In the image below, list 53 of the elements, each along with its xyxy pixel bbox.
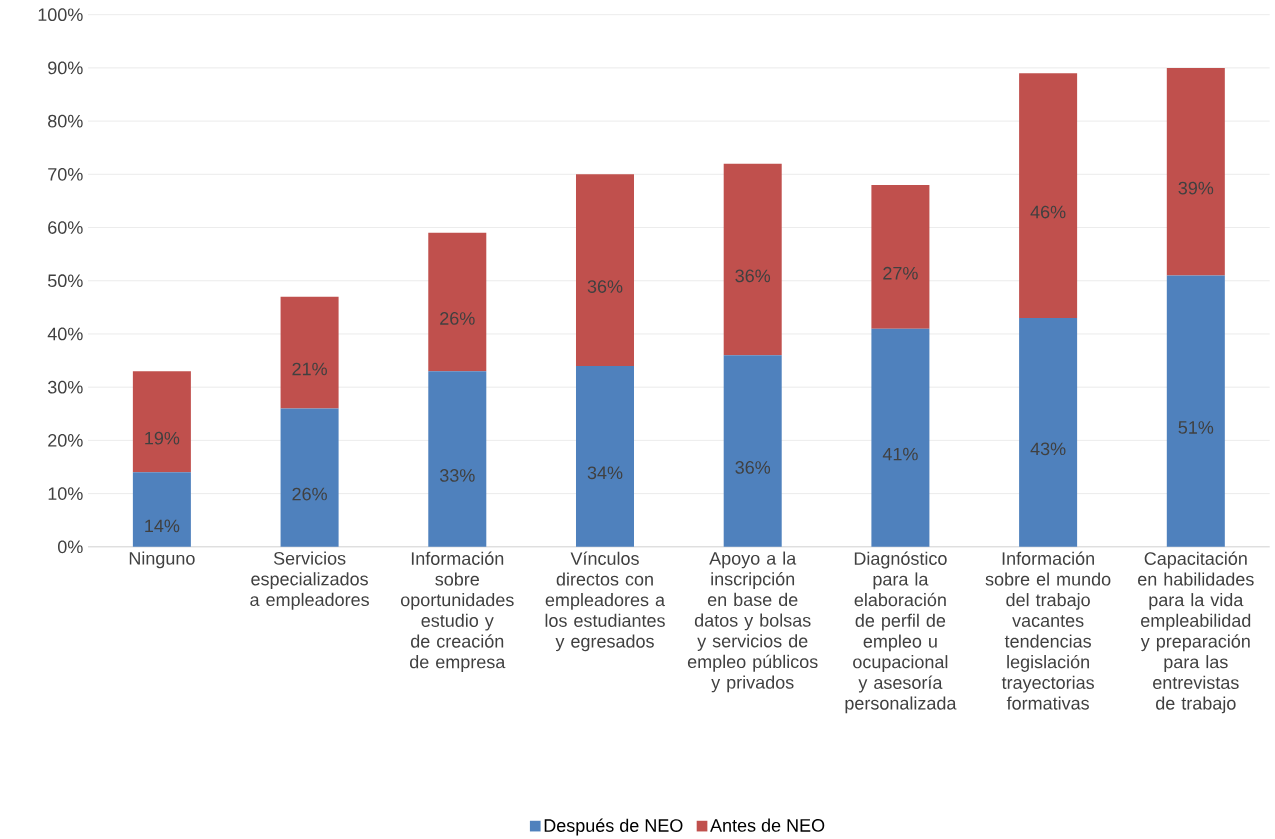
- bar: [575, 174, 634, 366]
- bar: [1019, 73, 1078, 318]
- y-tick-label: 40%: [47, 327, 83, 341]
- data-label: 33%: [439, 469, 475, 482]
- bar: [723, 163, 782, 356]
- data-label: 27%: [883, 266, 918, 280]
- bar: [1166, 67, 1225, 276]
- y-tick-label: 60%: [48, 221, 83, 234]
- data-label: 21%: [292, 362, 327, 376]
- x-tick-label: Información sobre oportunidades estudio y de creación de empresa: [400, 551, 514, 672]
- data-label: 36%: [735, 269, 771, 283]
- y-tick-label: 30%: [47, 380, 83, 394]
- bar: [871, 184, 930, 329]
- bar: [871, 328, 930, 547]
- x-tick-label: Apoyo a la inscripción en base de datos y bolsas y servicios de empleo públicos y privados: [687, 551, 818, 693]
- data-label: 26%: [292, 487, 327, 501]
- bar: [132, 472, 191, 547]
- bar: [1019, 317, 1078, 547]
- legend-label: Antes de NEO: [710, 818, 825, 832]
- x-tick-label: Diagnóstico para la elaboración de perfil de empleo u ocupacional y asesoría personalizada: [845, 551, 957, 714]
- y-tick-label: 10%: [48, 487, 83, 500]
- bar: [280, 296, 339, 409]
- y-tick-label: 50%: [47, 274, 83, 288]
- data-label: 26%: [440, 312, 475, 325]
- data-label: 36%: [735, 461, 771, 474]
- bar: [575, 365, 634, 547]
- x-tick-label: Información sobre el mundo del trabajo vacantes tendencias legislación trayectorias formativas: [985, 551, 1111, 710]
- y-tick-label: 80%: [48, 114, 83, 128]
- y-tick-label: 100%: [38, 8, 83, 21]
- bar: [428, 371, 487, 547]
- y-tick-label: 70%: [48, 167, 83, 181]
- data-label: 34%: [587, 466, 623, 480]
- x-tick-label: Capacitación en habilidades para la vida empleabilidad y preparación para las entrevistas de trabajo: [1138, 551, 1254, 714]
- data-label: 43%: [1030, 442, 1066, 456]
- bar: [132, 371, 191, 473]
- y-tick-label: 20%: [48, 433, 83, 447]
- bar: [1166, 275, 1225, 547]
- legend-label: Después de NEO: [544, 818, 683, 836]
- data-label: 46%: [1030, 205, 1066, 219]
- x-tick-label: Vínculos directos con empleadores a los estudiantes y egresados: [545, 551, 666, 652]
- x-tick-label: Servicios especializados a empleadores: [250, 551, 369, 610]
- data-label: 19%: [145, 431, 180, 445]
- y-tick-label: 90%: [48, 61, 83, 75]
- data-label: 51%: [1178, 421, 1214, 434]
- x-tick-label: Ninguno: [129, 551, 195, 569]
- data-label: 39%: [1178, 181, 1214, 195]
- bar: [428, 232, 487, 372]
- data-label: 14%: [145, 519, 180, 533]
- bar: [723, 355, 782, 547]
- data-label: 36%: [587, 280, 623, 293]
- bar: [280, 408, 339, 547]
- data-label: 41%: [882, 447, 918, 461]
- y-tick-label: 0%: [58, 540, 83, 554]
